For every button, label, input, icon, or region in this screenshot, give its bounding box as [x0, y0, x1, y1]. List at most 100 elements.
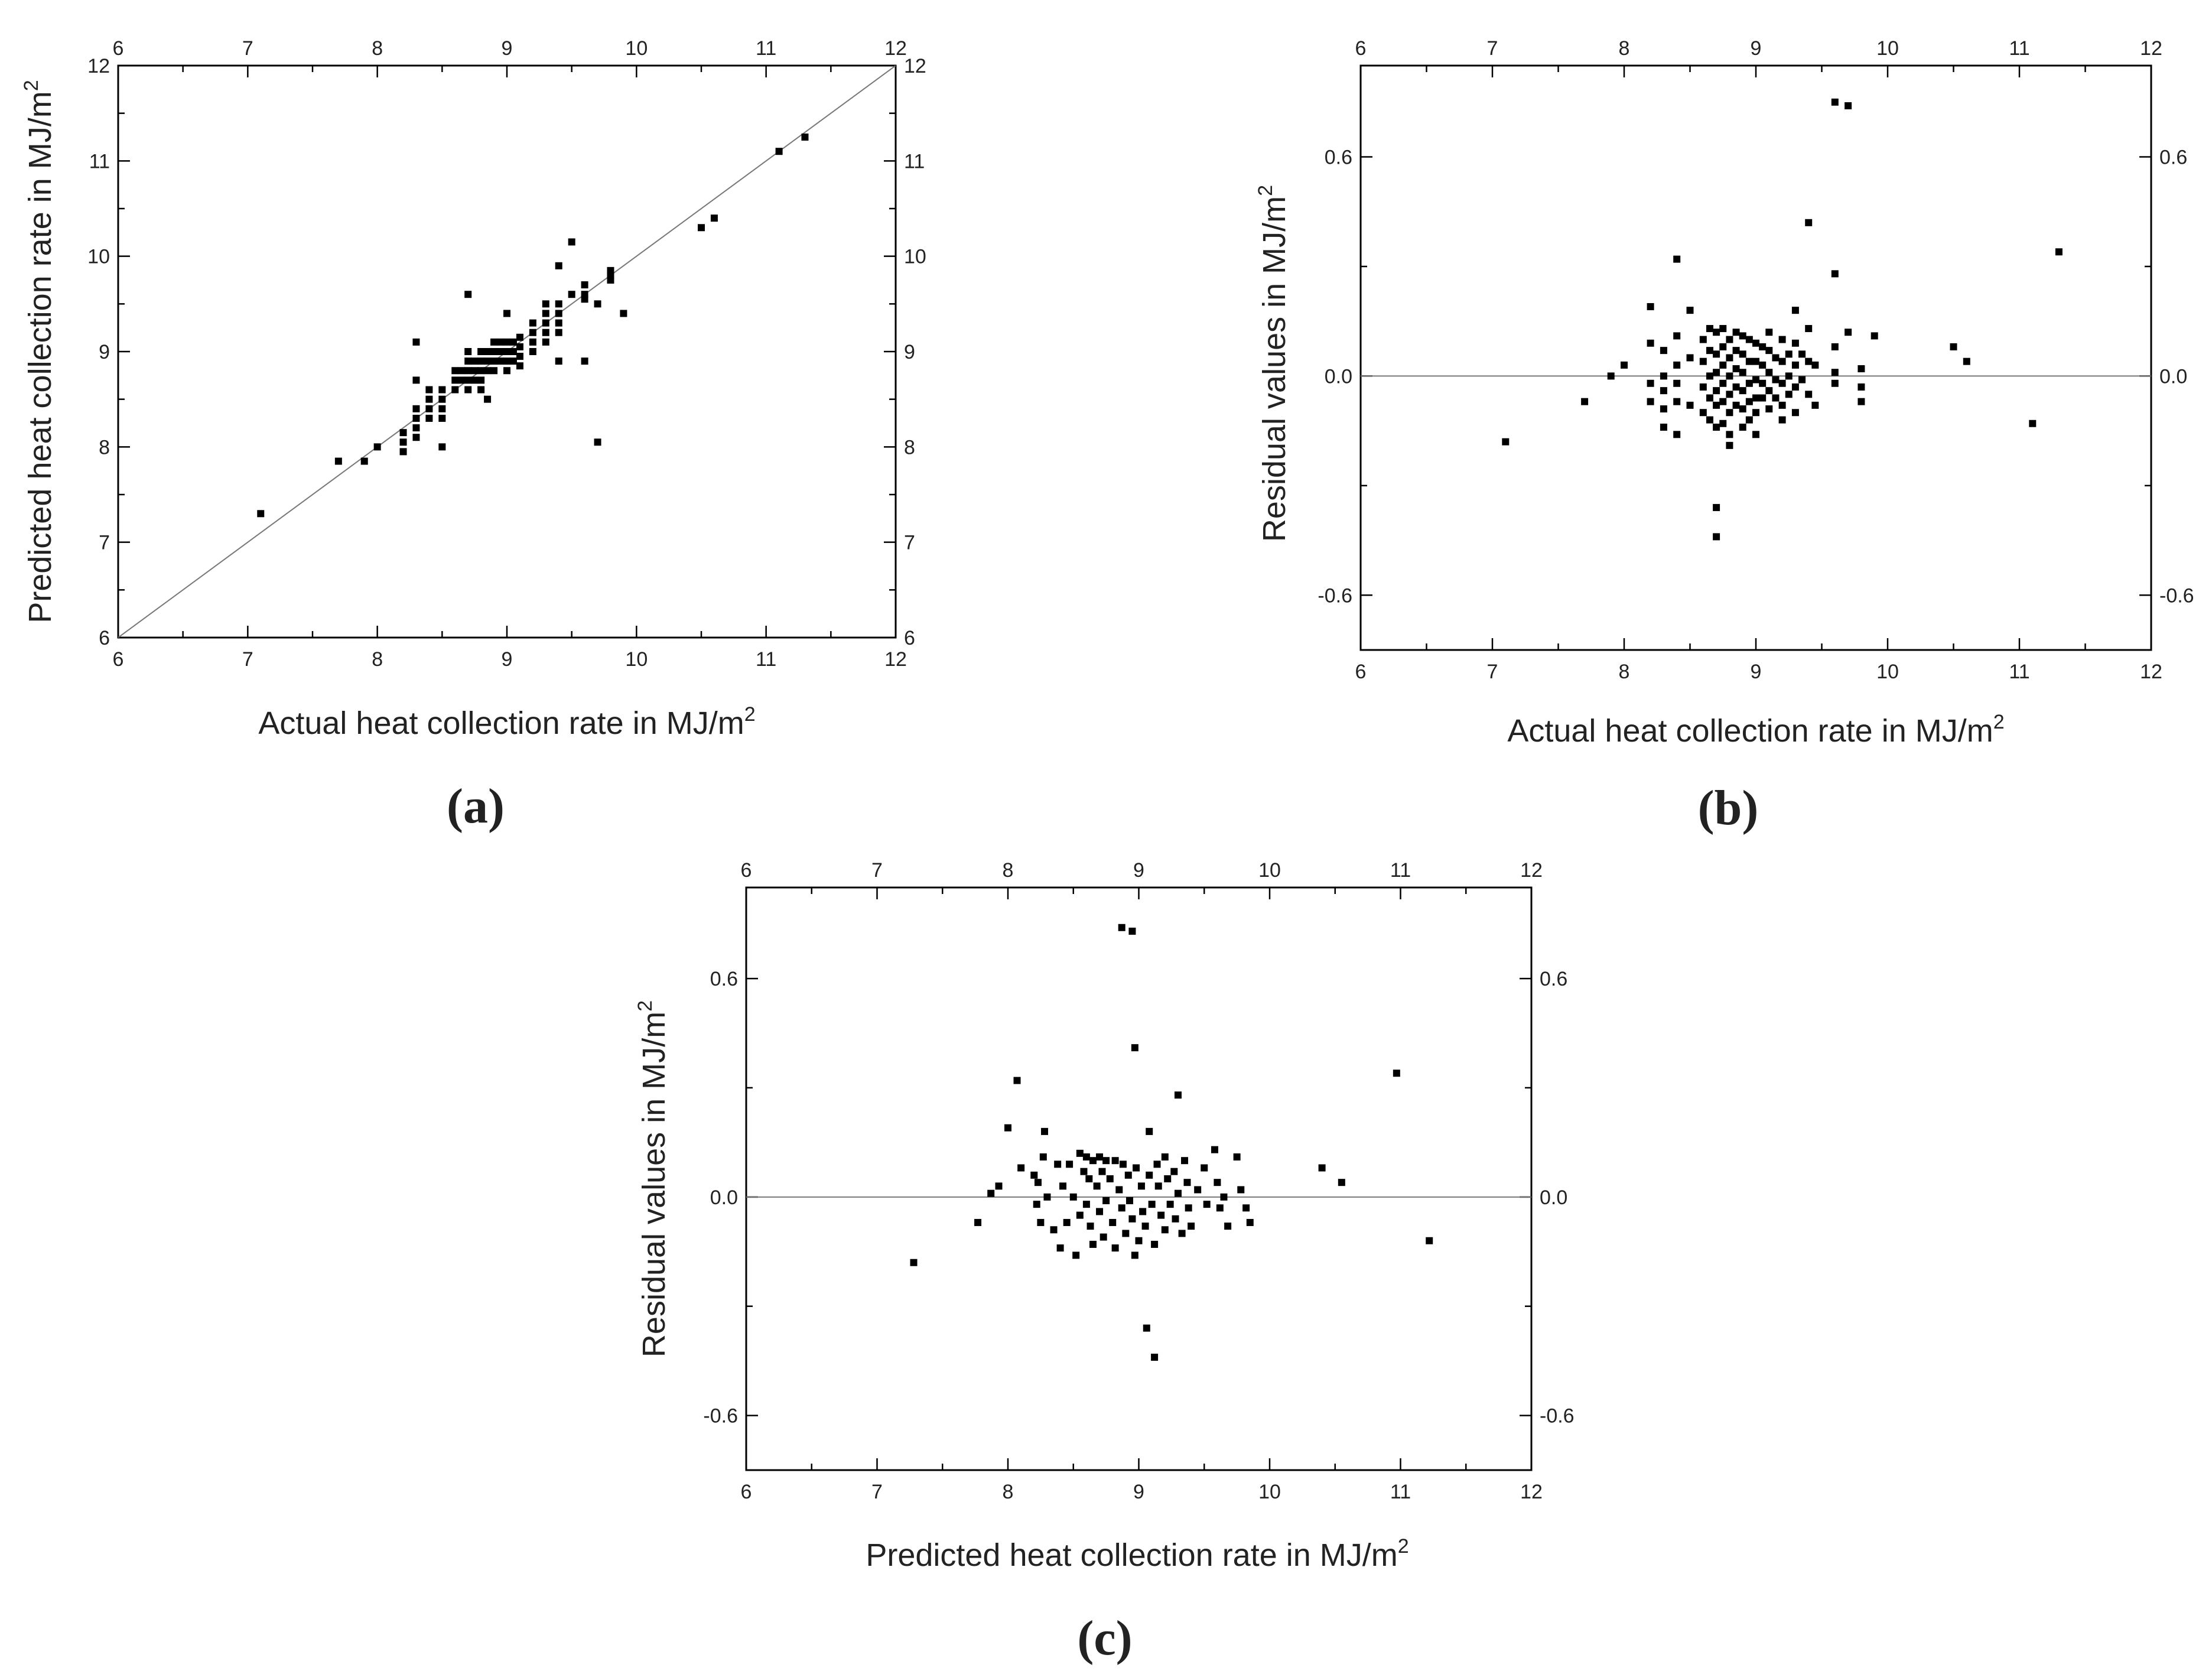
y-tick-label-right: 10	[904, 246, 926, 268]
data-point	[1752, 409, 1759, 417]
data-point	[477, 386, 485, 394]
x-tick-label: 12	[1520, 1481, 1543, 1503]
data-point	[1157, 1211, 1165, 1219]
data-point	[581, 281, 588, 289]
data-point	[1128, 1215, 1136, 1223]
data-point	[484, 357, 492, 365]
data-point	[2055, 248, 2063, 256]
data-point	[1037, 1218, 1045, 1226]
data-point	[1141, 1223, 1149, 1230]
data-point	[1089, 1240, 1097, 1248]
data-point	[1174, 1091, 1182, 1099]
x-tick-label: 11	[1390, 1481, 1411, 1503]
data-point	[1054, 1160, 1062, 1168]
data-point	[412, 376, 420, 384]
x-tick-label: 9	[1133, 1481, 1144, 1503]
data-point	[1607, 372, 1615, 380]
data-point	[399, 429, 407, 437]
data-point	[1194, 1186, 1202, 1194]
data-point	[775, 148, 783, 155]
data-point	[1072, 1251, 1080, 1259]
data-point	[1765, 329, 1773, 336]
data-point	[458, 376, 466, 384]
data-point	[1137, 1182, 1145, 1190]
y-tick-label-right: 8	[904, 436, 915, 459]
x-tick-label: 12	[884, 648, 907, 671]
data-point	[568, 238, 575, 246]
data-point	[503, 310, 510, 317]
y-tick-label: 0.6	[1325, 147, 1352, 169]
data-point	[1673, 332, 1681, 340]
data-point	[1845, 102, 1852, 109]
x-tick-label-top: 10	[1258, 859, 1281, 882]
data-point	[490, 338, 498, 346]
data-point	[1211, 1146, 1218, 1153]
data-point	[1785, 391, 1793, 398]
x-tick-label-top: 12	[1520, 859, 1543, 882]
data-point	[399, 438, 407, 446]
data-point	[1673, 431, 1681, 438]
x-tick-label-top: 12	[2140, 37, 2162, 60]
x-tick-label: 7	[1487, 661, 1498, 683]
data-point	[1426, 1237, 1433, 1244]
data-point	[1318, 1164, 1326, 1172]
data-point	[1719, 343, 1727, 350]
data-point	[1732, 347, 1740, 355]
data-point	[1089, 1157, 1097, 1165]
data-point	[464, 386, 472, 394]
data-point	[1109, 1218, 1117, 1226]
data-point	[451, 376, 459, 384]
data-point	[438, 405, 446, 412]
data-point	[490, 348, 498, 355]
data-point	[1726, 372, 1733, 380]
x-tick-label-top: 9	[1751, 37, 1762, 60]
data-point	[1732, 383, 1740, 391]
data-point	[1791, 307, 1799, 314]
data-point	[594, 300, 601, 308]
data-point	[425, 405, 433, 412]
data-point	[1706, 394, 1713, 402]
x-tick-label: 8	[1619, 661, 1630, 683]
data-point	[1686, 401, 1694, 409]
data-point	[1647, 339, 1654, 347]
data-point	[1201, 1164, 1208, 1172]
data-point	[412, 414, 420, 422]
data-point	[484, 367, 492, 375]
data-point	[471, 357, 479, 365]
data-point	[1224, 1223, 1232, 1230]
y-tick-label-right: 9	[904, 341, 915, 363]
data-point	[1759, 361, 1767, 369]
data-point	[464, 348, 472, 355]
data-point	[1647, 303, 1654, 310]
data-point	[503, 338, 510, 346]
data-point	[1778, 416, 1786, 424]
data-point	[1164, 1175, 1172, 1182]
data-point	[1831, 343, 1839, 350]
data-point	[1805, 219, 1813, 226]
x-tick-label-top: 11	[1390, 859, 1411, 882]
data-point	[1143, 1324, 1150, 1332]
x-axis-title: Actual heat collection rate in MJ/m2	[1507, 711, 2004, 749]
data-point	[509, 348, 517, 355]
data-point	[438, 386, 446, 394]
data-point	[1082, 1201, 1090, 1208]
data-point	[1765, 387, 1773, 395]
data-point	[1183, 1179, 1191, 1186]
panel-label: (b)	[1698, 781, 1759, 836]
data-point	[1170, 1168, 1178, 1175]
data-point	[477, 367, 485, 375]
x-tick-label: 6	[1355, 661, 1367, 683]
data-point	[1713, 369, 1720, 376]
data-layer	[746, 924, 1531, 1361]
data-point	[1056, 1244, 1064, 1252]
data-point	[1713, 350, 1720, 358]
data-point	[471, 367, 479, 375]
data-point	[1041, 1127, 1049, 1135]
y-tick-label: -0.6	[703, 1405, 738, 1428]
x-tick-label: 6	[113, 648, 124, 671]
plot-frame	[1359, 64, 2152, 651]
x-tick-label: 8	[1003, 1481, 1014, 1503]
data-point	[1050, 1226, 1058, 1234]
data-point	[1805, 357, 1813, 365]
data-point	[1811, 401, 1819, 409]
